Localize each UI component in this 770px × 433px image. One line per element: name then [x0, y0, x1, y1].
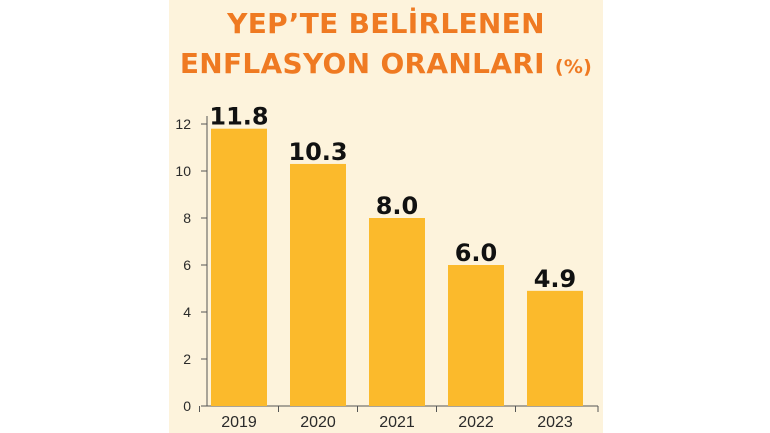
- chart-unit: (%): [554, 56, 593, 78]
- y-tick-label: 8: [183, 210, 191, 226]
- bar: [211, 128, 267, 406]
- chart-title-line2: ENFLASYON ORANLARI (%): [169, 44, 603, 87]
- chart-title-line2-text: ENFLASYON ORANLARI: [179, 47, 545, 80]
- chart-title: YEP’TE BELİRLENEN ENFLASYON ORANLARI (%): [169, 4, 603, 87]
- y-tick-label: 2: [183, 351, 191, 367]
- y-tick-label: 4: [183, 304, 191, 320]
- y-tick-label: 0: [183, 398, 191, 414]
- bar-value-label: 10.3: [288, 138, 347, 166]
- bar-value-label: 11.8: [209, 103, 268, 131]
- bar: [527, 290, 583, 406]
- bar: [448, 265, 504, 406]
- x-tick-label: 2019: [221, 414, 257, 431]
- x-tick-label: 2023: [537, 414, 573, 431]
- y-tick-label: 12: [175, 116, 191, 132]
- bar-value-label: 6.0: [455, 239, 498, 267]
- y-tick-label: 10: [175, 163, 191, 179]
- chart-title-line1: YEP’TE BELİRLENEN: [227, 7, 545, 40]
- x-tick-label: 2022: [458, 414, 494, 431]
- bar-value-label: 4.9: [534, 265, 577, 293]
- y-tick-label: 6: [183, 257, 191, 273]
- bar: [369, 218, 425, 406]
- bar-value-label: 8.0: [376, 192, 419, 220]
- x-tick-label: 2021: [379, 414, 415, 431]
- bar: [290, 163, 346, 406]
- x-tick-label: 2020: [300, 414, 336, 431]
